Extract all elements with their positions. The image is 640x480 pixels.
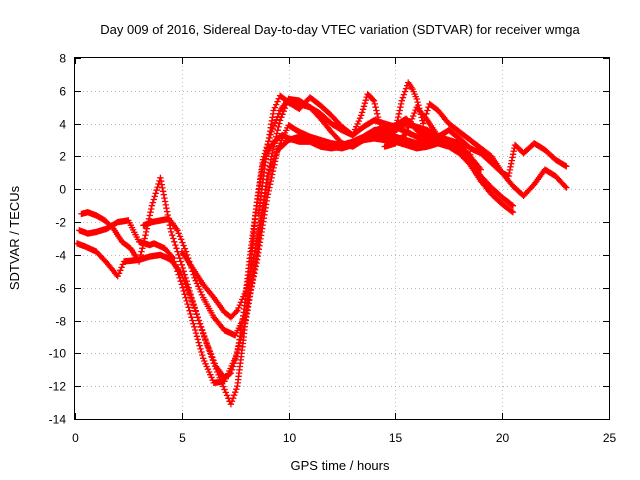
x-tick-label: 25 (603, 431, 617, 445)
x-tick-label: 5 (179, 431, 186, 445)
x-tick-label: 20 (496, 431, 510, 445)
y-tick-label: 2 (59, 150, 66, 164)
x-tick-label: 15 (389, 431, 403, 445)
plot-frame (74, 57, 610, 420)
y-tick-label: 8 (59, 52, 66, 66)
grid-layer (75, 58, 609, 419)
y-tick-label: -4 (55, 249, 66, 263)
y-tick-label: -6 (55, 282, 66, 296)
y-axis-label: SDTVAR / TECUs (7, 185, 22, 290)
y-tick-label: -2 (55, 216, 66, 230)
x-tick-label: 10 (283, 431, 297, 445)
y-tick-label: 4 (59, 118, 66, 132)
y-tick-label: 0 (59, 183, 66, 197)
series-satellite-track-7 (381, 104, 570, 180)
x-tick-label: 0 (72, 431, 79, 445)
tick-layer: -14 -12 -10 -8 -6 -4 -2 0 2 4 6 8 0 5 10 15 20 25 (49, 52, 617, 446)
chart-title: Day 009 of 2016, Sidereal Day-to-day VTE… (100, 22, 580, 37)
series-satellite-track-6 (255, 79, 570, 218)
y-tick-label: -12 (49, 380, 67, 394)
y-tick-label: -10 (49, 347, 67, 361)
y-tick-label: 6 (59, 85, 66, 99)
y-tick-label: -8 (55, 315, 66, 329)
series-layer (73, 79, 570, 408)
y-tick-label: -14 (49, 413, 67, 427)
x-axis-label: GPS time / hours (291, 458, 390, 473)
